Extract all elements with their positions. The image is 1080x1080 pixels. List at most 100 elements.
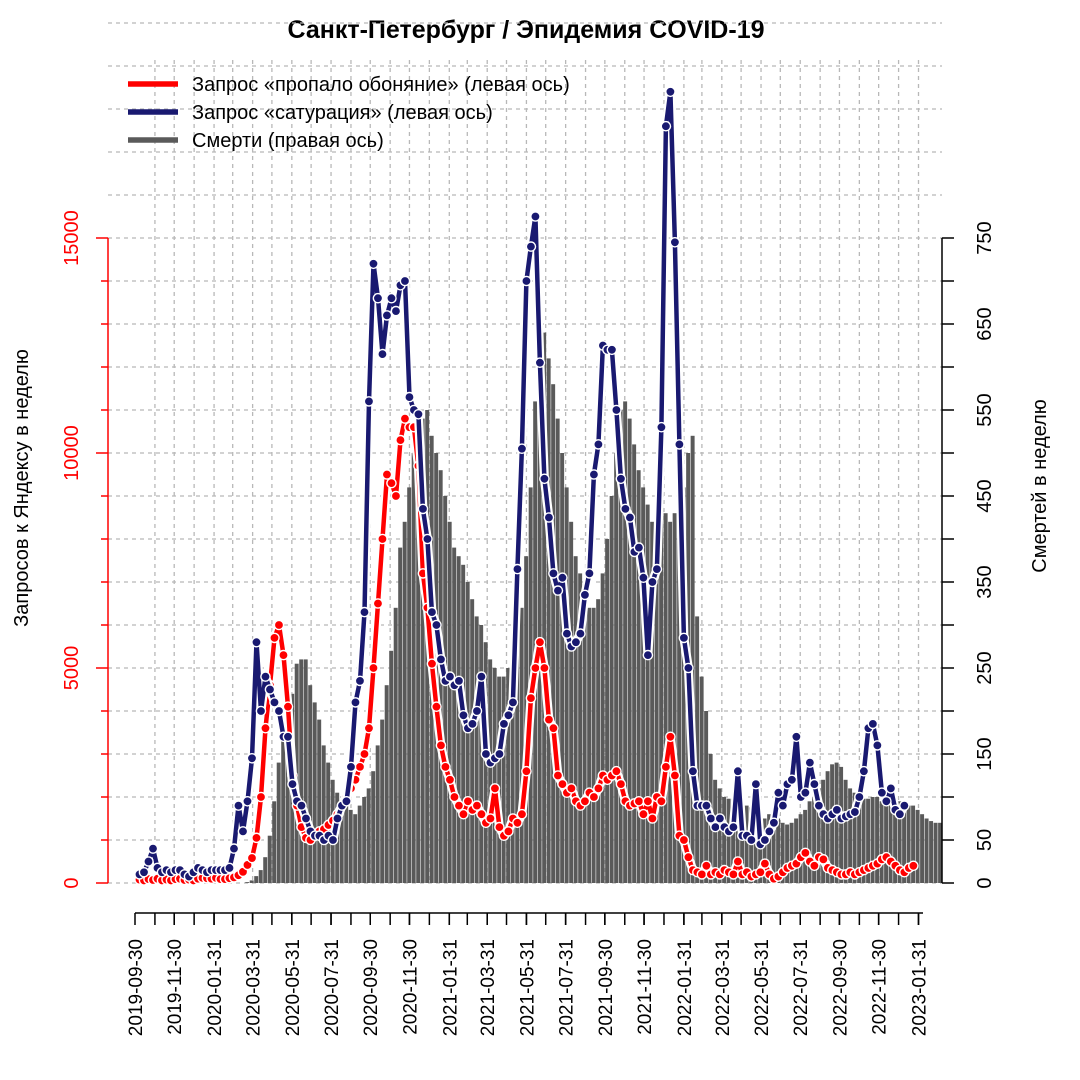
y-left-tick-label: 15000: [61, 210, 83, 266]
smell-series-point: [525, 692, 537, 704]
smell-series-point: [512, 817, 523, 829]
saturation-series-point: [561, 628, 573, 639]
saturation-series-point: [642, 649, 654, 661]
smell-series-point: [552, 770, 564, 781]
deaths-bar: [272, 801, 277, 883]
smell-series-point: [660, 761, 672, 773]
saturation-series-point: [341, 796, 352, 807]
smell-series-point: [908, 860, 919, 872]
deaths-bar: [564, 487, 569, 883]
y-left-tick-label: 5000: [61, 646, 83, 691]
deaths-bar: [690, 435, 695, 883]
smell-series-point: [665, 731, 676, 743]
saturation-series-point: [746, 834, 757, 846]
x-tick-label: 2022-03-31: [713, 939, 734, 1036]
smell-series-point: [800, 847, 811, 859]
smell-series-point: [359, 748, 370, 760]
saturation-series-point: [368, 258, 379, 270]
deaths-bar: [618, 410, 623, 883]
deaths-bar: [884, 801, 889, 883]
deaths-bar: [722, 797, 727, 883]
saturation-series-point: [867, 718, 879, 730]
legend-label: Запрос «пропало обоняние» (левая ось): [192, 74, 570, 96]
smell-series-point: [395, 434, 406, 446]
smell-series-point: [642, 796, 654, 807]
smell-series-point: [566, 783, 577, 794]
deaths-bar: [744, 805, 749, 883]
saturation-series-point: [705, 813, 717, 824]
deaths-bar: [587, 607, 592, 883]
saturation-series-point: [435, 654, 447, 665]
deaths-bar: [501, 676, 506, 883]
deaths-bar: [596, 599, 601, 883]
saturation-series-point: [638, 572, 649, 584]
y-right-tick-label: 0: [974, 877, 996, 888]
x-tick-label: 2019-09-30: [126, 939, 147, 1036]
saturation-series-point: [431, 619, 442, 631]
y-right-tick-label: 350: [974, 565, 996, 598]
deaths-bar: [654, 521, 659, 883]
deaths-bar: [321, 745, 326, 883]
deaths-bar: [308, 685, 313, 883]
saturation-series-point: [426, 606, 438, 618]
deaths-bar: [470, 599, 475, 883]
deaths-bar: [488, 659, 493, 883]
y-right-tick-label: 750: [974, 221, 996, 254]
deaths-bar: [803, 809, 808, 883]
legend-label: Запрос «сатурация» (левая ось): [192, 102, 493, 124]
deaths-bar: [443, 496, 448, 883]
deaths-bar: [816, 788, 821, 883]
deaths-bar: [407, 487, 412, 883]
saturation-series-point: [480, 748, 492, 760]
smell-series-point: [539, 662, 550, 674]
saturation-series-point: [710, 821, 721, 833]
deaths-bar: [452, 547, 457, 883]
saturation-series-point: [854, 791, 865, 803]
smell-series-point: [390, 490, 402, 502]
saturation-series-point: [444, 671, 456, 682]
deaths-bar: [573, 556, 578, 883]
deaths-bar: [893, 801, 898, 883]
deaths-bar: [830, 764, 835, 883]
saturation-series-point: [458, 710, 469, 721]
deaths-bar: [600, 573, 605, 883]
deaths-bar: [636, 470, 641, 883]
smell-series-point: [593, 783, 604, 794]
deaths-bar: [497, 676, 502, 883]
saturation-series-point: [516, 443, 528, 455]
saturation-series-point: [683, 662, 694, 674]
saturation-series-point: [138, 866, 150, 878]
saturation-series-point: [764, 826, 775, 837]
deaths-bar: [362, 797, 367, 883]
deaths-bar: [456, 556, 461, 883]
deaths-bar: [384, 685, 389, 883]
deaths-bar: [605, 539, 610, 883]
saturation-series-point: [539, 473, 550, 485]
saturation-series-point: [701, 800, 712, 811]
smell-series-point: [588, 791, 600, 803]
smell-series-point: [611, 765, 622, 777]
deaths-bar: [551, 384, 556, 883]
smell-series-point: [260, 722, 271, 734]
deaths-bar: [843, 779, 848, 883]
smell-series-point: [678, 834, 690, 846]
deaths-bar: [717, 788, 722, 883]
smell-series-point: [431, 701, 442, 713]
deaths-bar: [929, 821, 934, 883]
smell-series-point: [435, 740, 447, 751]
saturation-series-point: [282, 731, 294, 743]
x-tick-label: 2021-01-31: [440, 939, 461, 1036]
smell-series-point: [656, 796, 667, 807]
smell-series-point: [458, 808, 469, 820]
smell-series-point: [255, 791, 267, 803]
deaths-bar: [285, 702, 290, 883]
smell-series-point: [530, 662, 541, 674]
deaths-bar: [303, 659, 308, 883]
saturation-series-point: [570, 636, 582, 648]
saturation-series-point: [255, 705, 267, 717]
saturation-series-point: [732, 765, 744, 777]
y-right-tick-label: 50: [974, 829, 996, 851]
saturation-series-point: [885, 783, 897, 794]
saturation-series-point: [413, 408, 424, 420]
deaths-bar: [254, 876, 259, 883]
